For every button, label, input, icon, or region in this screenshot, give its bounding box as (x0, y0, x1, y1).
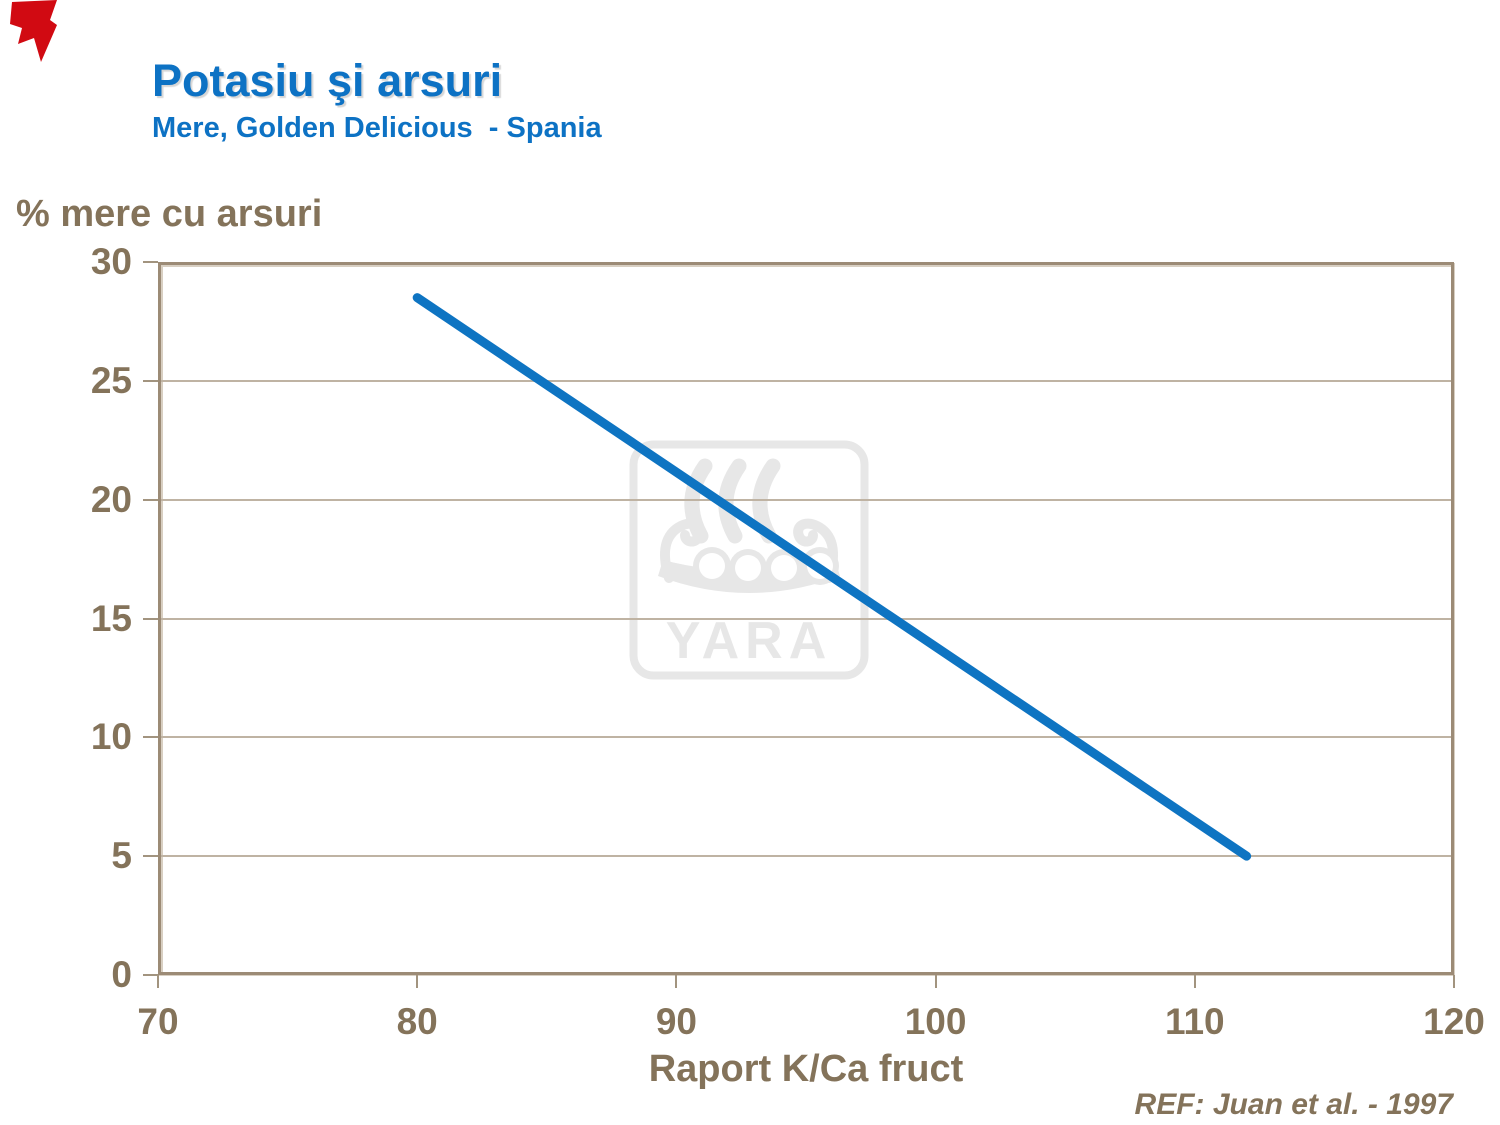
y-tick-label-25: 25 (90, 359, 132, 401)
y-tick-0 (143, 974, 158, 976)
x-tick-label-90: 90 (655, 1001, 697, 1042)
x-tick-70 (157, 975, 159, 988)
page-title: Potasiu şi arsuri (152, 55, 503, 106)
x-tick-label-110: 110 (1164, 1001, 1225, 1042)
y-tick-30 (143, 261, 158, 263)
x-tick-label-80: 80 (396, 1001, 438, 1042)
x-tick-label-70: 70 (137, 1001, 179, 1042)
gridline-y-25 (161, 379, 1451, 382)
x-tick-100 (934, 975, 937, 988)
y-tick-label-15: 15 (90, 597, 132, 639)
x-tick-label-120: 120 (1423, 1001, 1485, 1042)
ship-prow-icon (660, 518, 838, 583)
x-tick-80 (416, 975, 419, 988)
y-tick-label-20: 20 (90, 478, 132, 520)
x-axis-title: Raport K/Ca fruct (648, 1048, 964, 1090)
plot-area (158, 262, 1454, 975)
x-tick-label-100: 100 (904, 1001, 967, 1042)
watermark-label: YARA (666, 612, 833, 670)
x-tick-90 (675, 975, 678, 988)
gridline-y-10 (161, 736, 1451, 739)
page-subtitle: Mere, Golden Delicious - Spania (152, 112, 602, 144)
y-tick-10 (143, 736, 158, 739)
y-tick-label-0: 0 (111, 954, 132, 995)
series-line (412, 293, 1252, 861)
y-tick-25 (143, 379, 158, 382)
red-ribbon-icon (10, 0, 57, 62)
gridline-y-20 (161, 498, 1451, 501)
gridline-y-5 (161, 855, 1451, 858)
y-tick-15 (143, 617, 158, 620)
y-axis-title: % mere cu arsuri (16, 193, 323, 235)
x-tick-110 (1193, 975, 1196, 988)
x-tick-120 (1453, 975, 1455, 988)
y-tick-label-10: 10 (90, 716, 132, 758)
y-tick-label-30: 30 (90, 241, 132, 282)
y-tick-5 (143, 855, 158, 858)
reference-text: REF: Juan et al. - 1997 (1134, 1088, 1453, 1121)
gridline-y-15 (161, 617, 1451, 620)
watermark-frame (629, 440, 869, 680)
y-tick-20 (143, 498, 158, 501)
y-tick-label-5: 5 (111, 835, 132, 877)
